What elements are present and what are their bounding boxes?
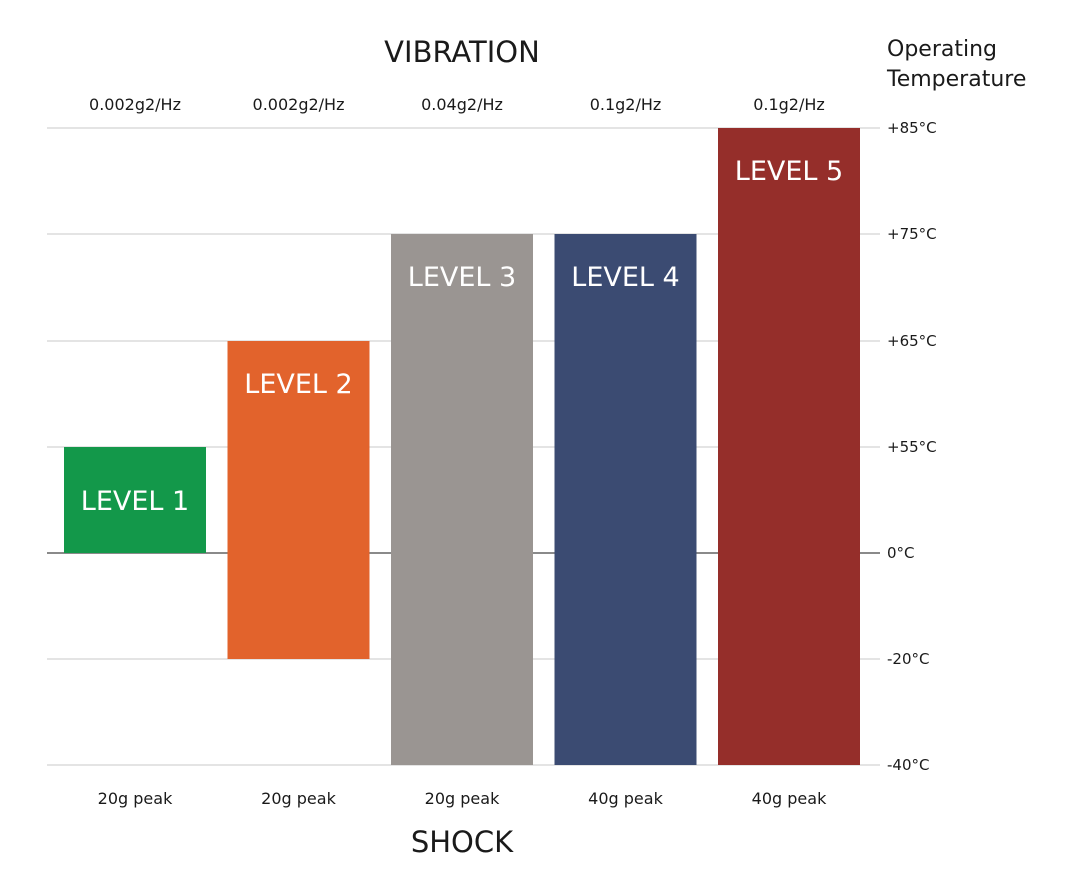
bar-level-5	[718, 128, 860, 765]
chart-title: VIBRATION	[384, 35, 540, 69]
y-tick-label: +55°C	[887, 438, 937, 456]
y-axis-title-line-1: Operating	[887, 37, 997, 62]
vibration-label-level-1: 0.002g2/Hz	[89, 95, 181, 114]
shock-title: SHOCK	[411, 825, 514, 859]
bar-label-level-3: LEVEL 3	[408, 262, 516, 293]
bars: LEVEL 1 LEVEL 2 LEVEL 3 LEVEL 4 LEVEL 5	[64, 128, 860, 765]
vibration-label-level-5: 0.1g2/Hz	[753, 95, 825, 114]
vibration-labels: 0.002g2/Hz 0.002g2/Hz 0.04g2/Hz 0.1g2/Hz 0.1…	[89, 95, 825, 114]
y-tick-label: 0°C	[887, 544, 915, 562]
bar-label-level-2: LEVEL 2	[244, 369, 352, 400]
bar-level-1	[64, 447, 206, 553]
bar-label-level-5: LEVEL 5	[735, 156, 843, 187]
shock-labels: 20g peak 20g peak 20g peak 40g peak 40g peak	[98, 789, 827, 808]
y-tick-label: +75°C	[887, 225, 937, 243]
bar-label-level-1: LEVEL 1	[81, 486, 189, 517]
bar-level-4	[554, 234, 697, 765]
y-tick-label: -20°C	[887, 650, 929, 668]
shock-label-level-5: 40g peak	[752, 789, 827, 808]
y-tick-label: -40°C	[887, 756, 929, 774]
shock-label-level-2: 20g peak	[261, 789, 336, 808]
y-axis-title-line-2: Temperature	[886, 67, 1026, 92]
vibration-label-level-2: 0.002g2/Hz	[253, 95, 345, 114]
vibration-label-level-3: 0.04g2/Hz	[421, 95, 503, 114]
shock-label-level-1: 20g peak	[98, 789, 173, 808]
bar-level-2	[227, 341, 370, 659]
y-tick-label: +85°C	[887, 119, 937, 137]
shock-label-level-3: 20g peak	[425, 789, 500, 808]
bar-level-3	[391, 234, 533, 765]
bar-label-level-4: LEVEL 4	[571, 262, 679, 293]
shock-label-level-4: 40g peak	[588, 789, 663, 808]
y-tick-label: +65°C	[887, 332, 937, 350]
y-tick-labels: +85°C +75°C +65°C +55°C 0°C -20°C -40°C	[887, 119, 937, 774]
vibration-label-level-4: 0.1g2/Hz	[590, 95, 662, 114]
